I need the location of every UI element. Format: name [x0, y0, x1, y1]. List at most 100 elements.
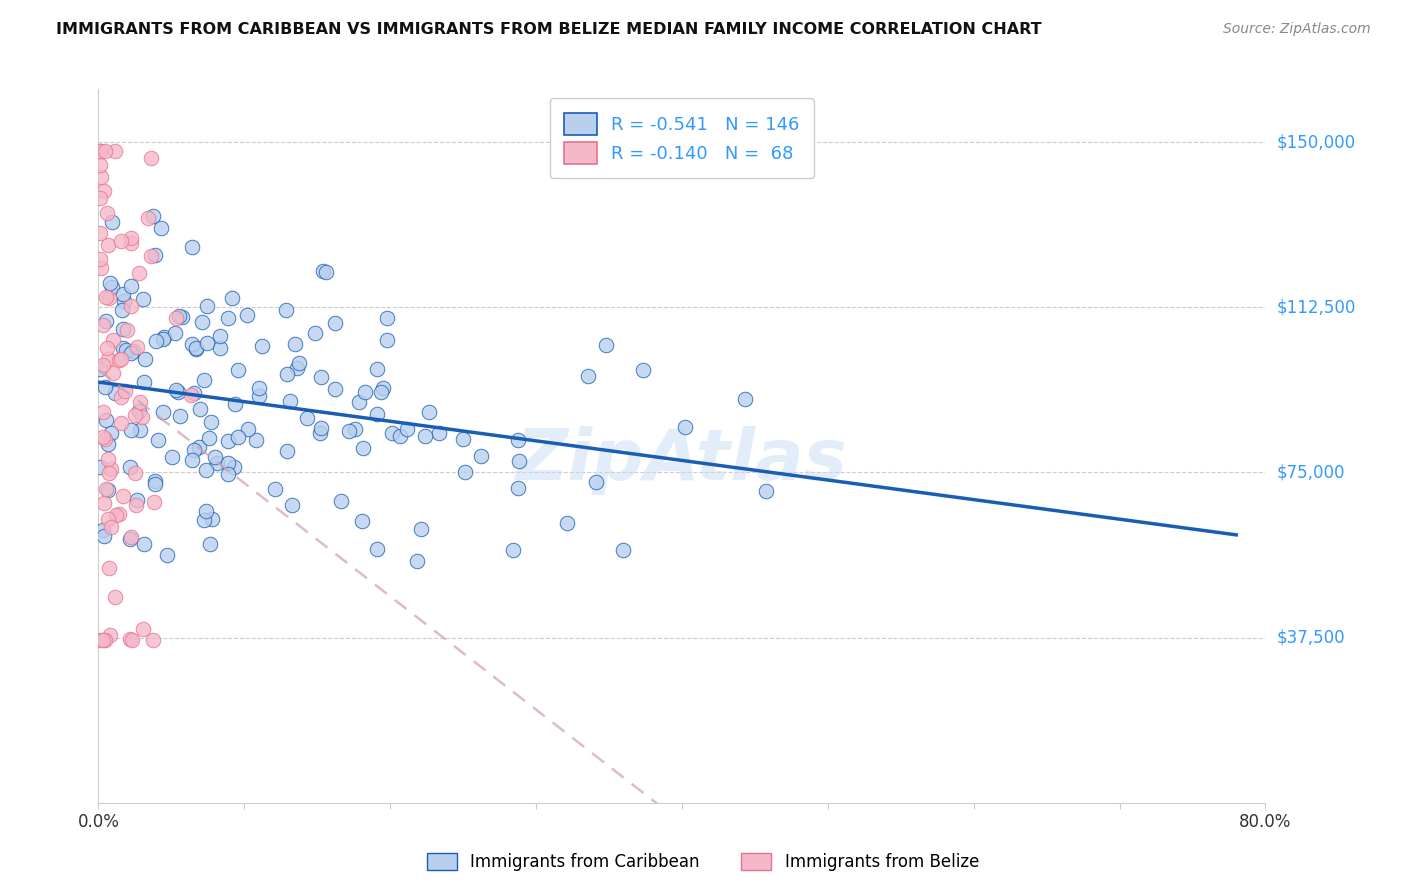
Point [381, 425, 404, 440]
Point [418, 405, 440, 419]
Point [143, 248, 166, 262]
Point [366, 408, 388, 422]
Point [96, 206, 118, 220]
Point [247, 388, 270, 402]
Point [352, 514, 374, 528]
Point [288, 356, 311, 370]
Point [217, 434, 239, 449]
Point [138, 211, 160, 225]
Point [93, 359, 115, 373]
Point [169, 409, 191, 423]
Legend: R = -0.541   N = 146, R = -0.140   N =  68: R = -0.541 N = 146, R = -0.140 N = 68 [550, 98, 814, 178]
Point [134, 352, 156, 367]
Point [221, 291, 243, 305]
Point [325, 383, 347, 397]
Point [96, 341, 118, 355]
Point [89, 158, 111, 172]
Point [132, 292, 155, 306]
Point [180, 388, 202, 402]
Point [193, 373, 215, 387]
Point [89, 632, 111, 647]
Point [108, 352, 131, 367]
Point [195, 463, 218, 477]
Point [100, 425, 122, 440]
Point [91, 318, 114, 332]
Point [89, 362, 111, 376]
Point [354, 384, 377, 399]
Point [94, 632, 117, 647]
Point [330, 493, 353, 508]
Point [122, 343, 145, 358]
Point [595, 338, 617, 352]
Point [502, 543, 524, 558]
Text: $75,000: $75,000 [1277, 464, 1346, 482]
Point [181, 452, 204, 467]
Point [125, 492, 148, 507]
Point [112, 294, 135, 309]
Point [89, 144, 111, 158]
Point [120, 346, 142, 360]
Point [169, 309, 191, 323]
Point [413, 429, 436, 443]
Point [217, 457, 239, 471]
Text: $150,000: $150,000 [1277, 133, 1355, 151]
Point [352, 442, 374, 456]
Point [188, 440, 211, 454]
Point [98, 628, 121, 642]
Point [263, 482, 285, 496]
Point [97, 466, 120, 480]
Point [308, 426, 330, 441]
Point [124, 467, 146, 481]
Point [111, 322, 134, 336]
Point [128, 403, 150, 417]
Point [93, 529, 115, 543]
Text: ZipAtlas: ZipAtlas [516, 425, 848, 495]
Point [110, 234, 132, 248]
Point [200, 537, 222, 551]
Point [94, 413, 117, 427]
Point [98, 561, 121, 575]
Point [93, 185, 115, 199]
Point [281, 498, 304, 512]
Point [104, 590, 127, 604]
Point [224, 397, 246, 411]
Point [612, 542, 634, 557]
Text: Source: ZipAtlas.com: Source: ZipAtlas.com [1223, 22, 1371, 37]
Point [120, 236, 142, 251]
Point [217, 311, 239, 326]
Point [134, 537, 156, 551]
Point [200, 415, 222, 429]
Point [252, 339, 274, 353]
Point [226, 363, 249, 377]
Point [100, 215, 122, 229]
Text: $112,500: $112,500 [1277, 298, 1355, 317]
Point [201, 512, 224, 526]
Point [124, 409, 146, 423]
Point [98, 291, 121, 305]
Point [97, 451, 120, 466]
Point [93, 496, 115, 510]
Point [349, 395, 371, 409]
Point [121, 632, 143, 647]
Point [153, 329, 176, 343]
Point [673, 420, 696, 434]
Point [152, 332, 174, 346]
Point [120, 533, 142, 547]
Point [156, 548, 179, 562]
Point [100, 462, 122, 476]
Point [145, 334, 167, 348]
Point [120, 278, 142, 293]
Point [195, 335, 218, 350]
Point [470, 450, 492, 464]
Point [152, 405, 174, 419]
Point [209, 341, 232, 355]
Point [191, 315, 214, 329]
Point [184, 342, 207, 356]
Point [143, 476, 166, 491]
Point [142, 209, 165, 223]
Point [91, 430, 114, 444]
Legend: Immigrants from Caribbean, Immigrants from Belize: Immigrants from Caribbean, Immigrants fr… [419, 845, 987, 880]
Point [110, 416, 132, 430]
Point [284, 337, 307, 351]
Point [146, 433, 169, 447]
